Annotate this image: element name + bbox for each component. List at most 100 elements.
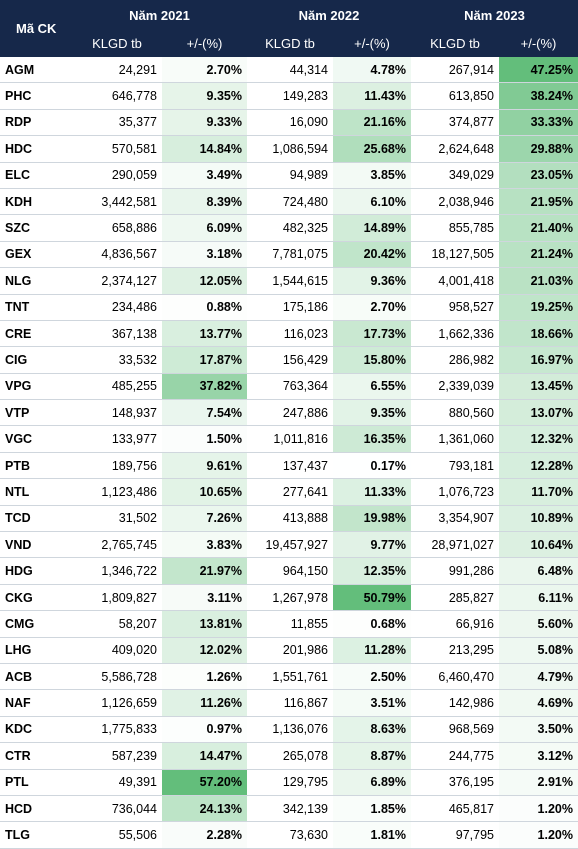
volume-2022-cell: 413,888 — [247, 505, 333, 533]
volume-2023-cell: 376,195 — [411, 769, 499, 796]
table-row[interactable]: CRE 367,138 13.77% 116,023 17.73% 1,662,336 18… — [0, 320, 578, 348]
table-row[interactable]: VTP 148,937 7.54% 247,886 9.35% 880,560 13.07% — [0, 399, 578, 427]
table-row[interactable]: TNT 234,486 0.88% 175,186 2.70% 958,527 19.25% — [0, 294, 578, 321]
change-2021-cell: 14.47% — [162, 742, 247, 770]
table-row[interactable]: AGM 24,291 2.70% 44,314 4.78% 267,914 47.25% — [0, 57, 578, 84]
volume-2021-cell: 2,374,127 — [72, 267, 162, 295]
change-2023-cell: 21.24% — [499, 241, 578, 269]
table-row[interactable]: VPG 485,255 37.82% 763,364 6.55% 2,339,039 13.… — [0, 373, 578, 401]
column-header-change-2022[interactable]: +/-(%) — [333, 30, 411, 57]
stock-code-cell: CKG — [0, 584, 72, 612]
change-2022-cell: 9.36% — [333, 267, 411, 295]
column-header-volume-2022[interactable]: KLGD tb — [247, 30, 333, 57]
table-row[interactable]: LHG 409,020 12.02% 201,986 11.28% 213,295 5.08… — [0, 637, 578, 664]
table-row[interactable]: KDC 1,775,833 0.97% 1,136,076 8.63% 968,569 3.… — [0, 716, 578, 744]
change-2023-cell: 1.20% — [499, 795, 578, 823]
table-row[interactable]: PTL 49,391 57.20% 129,795 6.89% 376,195 2.91% — [0, 769, 578, 796]
column-header-change-2023[interactable]: +/-(%) — [499, 30, 578, 57]
column-header-volume-2021[interactable]: KLGD tb — [72, 30, 162, 57]
table-row[interactable]: TLG 55,506 2.28% 73,630 1.81% 97,795 1.20% — [0, 821, 578, 849]
stock-code-cell: VTP — [0, 399, 72, 427]
stock-code-cell: NTL — [0, 478, 72, 506]
change-2023-cell: 13.07% — [499, 399, 578, 427]
table-row[interactable]: HDC 570,581 14.84% 1,086,594 25.68% 2,624,648… — [0, 135, 578, 163]
volume-2022-cell: 1,136,076 — [247, 716, 333, 744]
table-row[interactable]: NLG 2,374,127 12.05% 1,544,615 9.36% 4,001,41… — [0, 267, 578, 295]
table-row[interactable]: NTL 1,123,486 10.65% 277,641 11.33% 1,076,723… — [0, 478, 578, 506]
change-2021-cell: 12.05% — [162, 267, 247, 295]
change-2022-cell: 6.89% — [333, 769, 411, 796]
volume-2022-cell: 16,090 — [247, 109, 333, 137]
table-row[interactable]: VND 2,765,745 3.83% 19,457,927 9.77% 28,971,0… — [0, 531, 578, 559]
table-row[interactable]: CTR 587,239 14.47% 265,078 8.87% 244,775 3.12% — [0, 742, 578, 770]
volume-2022-cell: 247,886 — [247, 399, 333, 427]
volume-2021-cell: 49,391 — [72, 769, 162, 796]
change-2022-cell: 3.51% — [333, 689, 411, 717]
table-row[interactable]: HCD 736,044 24.13% 342,139 1.85% 465,817 1.20% — [0, 795, 578, 823]
volume-2022-cell: 201,986 — [247, 637, 333, 664]
volume-2023-cell: 142,986 — [411, 689, 499, 717]
volume-2021-cell: 133,977 — [72, 425, 162, 453]
volume-2023-cell: 6,460,470 — [411, 663, 499, 691]
volume-2021-cell: 55,506 — [72, 821, 162, 849]
change-2023-cell: 6.48% — [499, 557, 578, 585]
column-header-year-2021[interactable]: Năm 2021 — [72, 0, 247, 30]
table-row[interactable]: VGC 133,977 1.50% 1,011,816 16.35% 1,361,060 1… — [0, 425, 578, 453]
change-2022-cell: 8.63% — [333, 716, 411, 744]
change-2021-cell: 7.54% — [162, 399, 247, 427]
volume-2023-cell: 244,775 — [411, 742, 499, 770]
volume-2021-cell: 290,059 — [72, 162, 162, 189]
table-row[interactable]: ELC 290,059 3.49% 94,989 3.85% 349,029 23.05% — [0, 162, 578, 189]
change-2021-cell: 13.81% — [162, 610, 247, 638]
stock-code-cell: PHC — [0, 82, 72, 110]
change-2023-cell: 4.79% — [499, 663, 578, 691]
table-row[interactable]: GEX 4,836,567 3.18% 7,781,075 20.42% 18,127,5… — [0, 241, 578, 269]
table-row[interactable]: KDH 3,442,581 8.39% 724,480 6.10% 2,038,946 21… — [0, 188, 578, 216]
stock-code-cell: KDC — [0, 716, 72, 744]
stock-code-cell: SZC — [0, 214, 72, 242]
column-header-change-2021[interactable]: +/-(%) — [162, 30, 247, 57]
change-2021-cell: 12.02% — [162, 637, 247, 664]
table-row[interactable]: TCD 31,502 7.26% 413,888 19.98% 3,354,907 10.8… — [0, 505, 578, 533]
column-header-year-2023[interactable]: Năm 2023 — [411, 0, 578, 30]
change-2023-cell: 5.60% — [499, 610, 578, 638]
stock-code-cell: KDH — [0, 188, 72, 216]
volume-2023-cell: 855,785 — [411, 214, 499, 242]
volume-2022-cell: 11,855 — [247, 610, 333, 638]
table-row[interactable]: PTB 189,756 9.61% 137,437 0.17% 793,181 12.28% — [0, 452, 578, 480]
column-header-code[interactable]: Mã CK — [0, 0, 72, 57]
stock-code-cell: CIG — [0, 346, 72, 374]
table-row[interactable]: CMG 58,207 13.81% 11,855 0.68% 66,916 5.60% — [0, 610, 578, 638]
change-2022-cell: 0.68% — [333, 610, 411, 638]
stock-code-cell: VGC — [0, 425, 72, 453]
volume-2021-cell: 1,775,833 — [72, 716, 162, 744]
change-2021-cell: 13.77% — [162, 320, 247, 348]
table-body: AGM 24,291 2.70% 44,314 4.78% 267,914 47.25% PH… — [0, 57, 578, 849]
change-2021-cell: 9.61% — [162, 452, 247, 480]
change-2023-cell: 3.12% — [499, 742, 578, 770]
change-2023-cell: 16.97% — [499, 346, 578, 374]
change-2021-cell: 1.50% — [162, 425, 247, 453]
volume-2023-cell: 28,971,027 — [411, 531, 499, 559]
change-2021-cell: 3.49% — [162, 162, 247, 189]
table-row[interactable]: CKG 1,809,827 3.11% 1,267,978 50.79% 285,827 6… — [0, 584, 578, 612]
column-header-year-2022[interactable]: Năm 2022 — [247, 0, 411, 30]
change-2021-cell: 21.97% — [162, 557, 247, 585]
table-row[interactable]: ACB 5,586,728 1.26% 1,551,761 2.50% 6,460,470… — [0, 663, 578, 691]
column-header-volume-2023[interactable]: KLGD tb — [411, 30, 499, 57]
volume-2021-cell: 367,138 — [72, 320, 162, 348]
change-2021-cell: 11.26% — [162, 689, 247, 717]
table-row[interactable]: NAF 1,126,659 11.26% 116,867 3.51% 142,986 4.6… — [0, 689, 578, 717]
volume-2022-cell: 1,544,615 — [247, 267, 333, 295]
table-row[interactable]: PHC 646,778 9.35% 149,283 11.43% 613,850 38.24… — [0, 82, 578, 110]
change-2023-cell: 1.20% — [499, 821, 578, 849]
change-2022-cell: 17.73% — [333, 320, 411, 348]
table-row[interactable]: HDG 1,346,722 21.97% 964,150 12.35% 991,286 6.… — [0, 557, 578, 585]
volume-2022-cell: 149,283 — [247, 82, 333, 110]
stock-code-cell: HCD — [0, 795, 72, 823]
table-row[interactable]: SZC 658,886 6.09% 482,325 14.89% 855,785 21.40… — [0, 214, 578, 242]
table-row[interactable]: CIG 33,532 17.87% 156,429 15.80% 286,982 16.97… — [0, 346, 578, 374]
volume-2023-cell: 958,527 — [411, 294, 499, 321]
table-row[interactable]: RDP 35,377 9.33% 16,090 21.16% 374,877 33.33% — [0, 109, 578, 137]
change-2022-cell: 19.98% — [333, 505, 411, 533]
